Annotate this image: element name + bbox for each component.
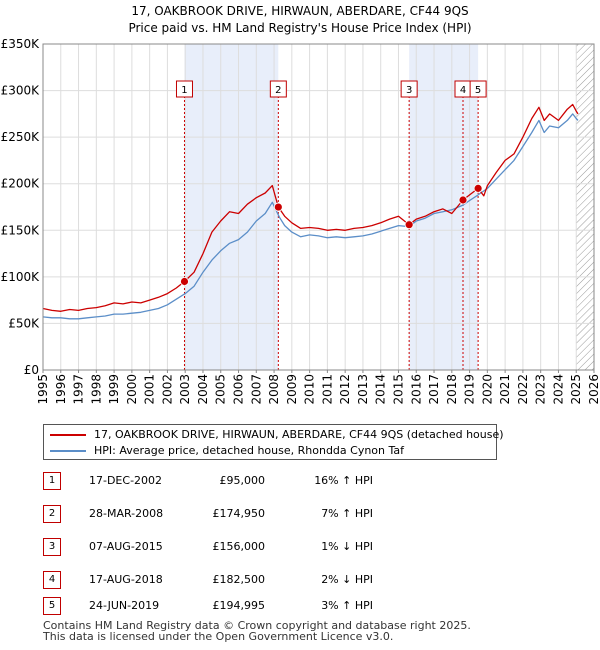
x-tick-label: 2020 [480,374,494,405]
transaction-price: £174,950 [212,507,266,520]
shaded-span [409,44,479,370]
transaction-hpi: 2% ↓ HPI [321,573,373,586]
legend: 17, OAKBROOK DRIVE, HIRWAUN, ABERDARE, C… [43,424,504,460]
x-tick-label: 2019 [463,374,477,405]
x-tick-label: 2002 [160,374,174,405]
x-tick-label: 2024 [551,374,565,405]
table-row: 3 07-AUG-2015 £156,000 1% ↓ HPI [43,538,443,556]
y-tick-label: £0 [24,363,39,377]
transaction-hpi: 16% ↑ HPI [314,474,373,487]
transaction-badge: 5 [43,597,61,615]
x-tick-label: 1999 [107,374,121,405]
footer: Contains HM Land Registry data © Crown c… [43,620,471,642]
x-tick-label: 2026 [587,374,600,405]
transaction-price: £194,995 [212,599,266,612]
price-chart: 1 2 3 4 5 £0 £50K £100K £150K £200K £250K £300K £350… [1,37,600,405]
y-tick-label: £300K [1,84,41,98]
transaction-date: 24-JUN-2019 [89,599,160,612]
transaction-date: 17-DEC-2002 [89,474,163,487]
future-hatch [576,44,594,370]
x-tick-label: 1996 [54,374,68,405]
transaction-price: £95,000 [219,474,266,487]
x-tick-label: 2000 [125,374,139,405]
sale-point [458,195,468,205]
y-tick-label: £150K [1,223,41,237]
transaction-badge: 1 [43,472,61,490]
legend-label-hpi: HPI: Average price, detached house, Rhon… [94,444,405,457]
marker-badge-label: 3 [406,85,412,96]
transaction-hpi: 3% ↑ HPI [321,599,373,612]
y-tick-label: £50K [8,316,40,330]
marker-badge [269,80,287,98]
legend-swatch-hpi [50,450,86,452]
x-tick-label: 2011 [320,374,334,405]
x-tick-label: 2025 [569,374,583,405]
transaction-date: 07-AUG-2015 [89,540,163,553]
marker-badge-label: 1 [181,85,187,96]
chart-title: 17, OAKBROOK DRIVE, HIRWAUN, ABERDARE, C… [0,3,600,37]
sale-point [180,277,189,286]
marker-badge-label: 4 [460,85,466,96]
transaction-price: £182,500 [212,573,266,586]
legend-label-property: 17, OAKBROOK DRIVE, HIRWAUN, ABERDARE, C… [94,428,504,441]
title-line-1: 17, OAKBROOK DRIVE, HIRWAUN, ABERDARE, C… [131,4,469,18]
title-line-2: Price paid vs. HM Land Registry's House … [128,21,472,35]
hpi-series-line [42,113,579,320]
x-tick-label: 2004 [196,374,210,405]
marker-badge [175,80,193,98]
x-tick-label: 2015 [391,374,405,405]
legend-swatch-property [50,434,86,436]
transaction-hpi: 1% ↓ HPI [321,540,373,553]
x-tick-label: 2006 [232,374,246,405]
sale-point [273,202,283,212]
x-tick-label: 2013 [356,374,370,405]
property-series-line [42,103,579,312]
sale-point [473,183,483,193]
x-tick-label: 2018 [445,374,459,405]
transaction-badge: 2 [43,505,61,523]
marker-badge [400,80,418,98]
x-tick-label: 2003 [178,374,192,405]
x-tick-label: 2010 [303,374,317,405]
transaction-date: 28-MAR-2008 [89,507,164,520]
table-row: 4 17-AUG-2018 £182,500 2% ↓ HPI [43,571,443,589]
y-tick-label: £250K [1,130,41,144]
table-row: 1 17-DEC-2002 £95,000 16% ↑ HPI [43,472,443,490]
marker-badge-label: 5 [475,85,481,96]
x-tick-label: 2007 [249,374,263,405]
transaction-badge: 4 [43,571,61,589]
x-tick-label: 2014 [374,374,388,405]
y-tick-label: £200K [1,177,41,191]
marker-badge-label: 2 [275,85,281,96]
x-tick-label: 2022 [516,374,530,405]
transaction-date: 17-AUG-2018 [89,573,163,586]
x-tick-label: 2016 [409,374,423,405]
x-tick-label: 2008 [267,374,281,405]
footer-line-2: This data is licensed under the Open Gov… [43,630,394,643]
x-tick-label: 2017 [427,374,441,405]
x-tick-label: 2001 [143,374,157,405]
x-tick-label: 2009 [285,374,299,405]
x-tick-label: 1995 [36,374,50,405]
marker-badge [469,80,487,98]
x-tick-label: 2021 [498,374,512,405]
footer-line-1: Contains HM Land Registry data © Crown c… [43,619,471,632]
transaction-price: £156,000 [212,540,266,553]
transaction-badge: 3 [43,538,61,556]
y-tick-label: £350K [1,37,41,51]
plot-border [42,43,595,371]
x-tick-label: 2023 [534,374,548,405]
x-tick-label: 2005 [214,374,228,405]
transaction-hpi: 7% ↑ HPI [321,507,373,520]
x-tick-label: 1998 [89,374,103,405]
y-tick-label: £100K [1,270,41,284]
x-tick-label: 1997 [72,374,86,405]
plot-area [43,44,594,370]
sale-point [404,220,414,230]
shaded-span [184,44,279,370]
x-tick-label: 2012 [338,374,352,405]
table-row: 2 28-MAR-2008 £174,950 7% ↑ HPI [43,505,443,523]
table-row: 5 24-JUN-2019 £194,995 3% ↑ HPI [43,597,443,615]
